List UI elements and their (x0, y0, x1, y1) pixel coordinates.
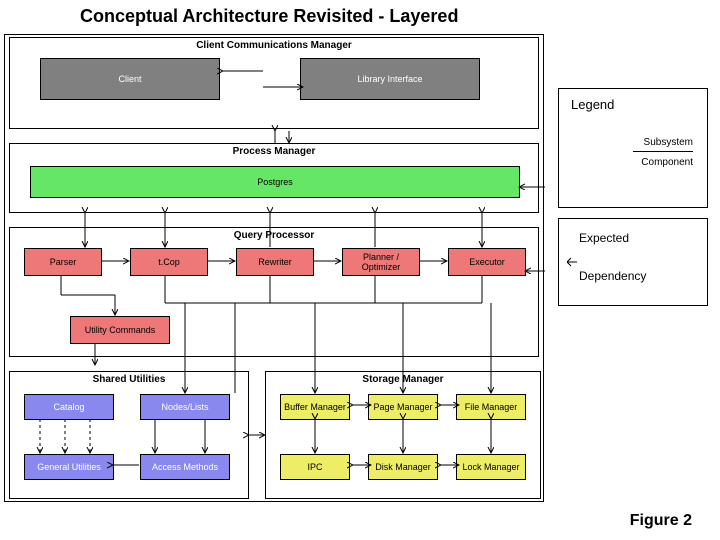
comp-planner: Planner / Optimizer (342, 248, 420, 276)
layer-sm-title: Storage Manager (362, 374, 443, 385)
legend-box-bottom: Expected Dependency (558, 218, 708, 306)
comp-nodes-lists: Nodes/Lists (140, 394, 230, 420)
layer-qp-title: Query Processor (234, 230, 315, 241)
architecture-diagram: Client Communications Manager Client Lib… (4, 34, 544, 502)
layer-su-title: Shared Utilities (93, 374, 166, 385)
comp-rewriter: Rewriter (236, 248, 314, 276)
comp-postgres: Postgres (30, 166, 520, 198)
legend-component-label: Component (641, 157, 693, 168)
comp-utility-commands: Utility Commands (70, 316, 170, 344)
comp-parser: Parser (24, 248, 102, 276)
figure-label: Figure 2 (630, 512, 692, 530)
page-title: Conceptual Architecture Revisited - Laye… (80, 6, 458, 27)
comp-catalog: Catalog (24, 394, 114, 420)
legend-dependency-label: Dependency (579, 269, 646, 283)
comp-lock-manager: Lock Manager (456, 454, 526, 480)
comp-tcop: t.Cop (130, 248, 208, 276)
comp-general-utilities: General Utilities (24, 454, 114, 480)
comp-file-manager: File Manager (456, 394, 526, 420)
layer-sm: Storage Manager Buffer Manager Page Mana… (265, 371, 541, 499)
comp-executor: Executor (448, 248, 526, 276)
layer-pm-title: Process Manager (233, 146, 316, 157)
layer-su: Shared Utilities Catalog Nodes/Lists Gen… (9, 371, 249, 499)
comp-buffer-manager: Buffer Manager (280, 394, 350, 420)
legend-subsystem-label: Subsystem (644, 137, 693, 148)
comp-page-manager: Page Manager (368, 394, 438, 420)
comp-client: Client (40, 58, 220, 100)
layer-ccm: Client Communications Manager Client Lib… (9, 37, 539, 129)
layer-pm: Process Manager Postgres (9, 143, 539, 213)
legend-divider (633, 151, 693, 152)
comp-library-interface: Library Interface (300, 58, 480, 100)
comp-ipc: IPC (280, 454, 350, 480)
layer-qp: Query Processor Parser t.Cop Rewriter Pl… (9, 227, 539, 357)
comp-disk-manager: Disk Manager (368, 454, 438, 480)
legend-arrow-icon (567, 255, 577, 269)
legend-box-top: Legend Subsystem Component (558, 88, 708, 208)
layer-ccm-title: Client Communications Manager (196, 40, 352, 51)
comp-access-methods: Access Methods (140, 454, 230, 480)
legend-title: Legend (571, 97, 614, 112)
legend-expected-label: Expected (579, 231, 629, 245)
